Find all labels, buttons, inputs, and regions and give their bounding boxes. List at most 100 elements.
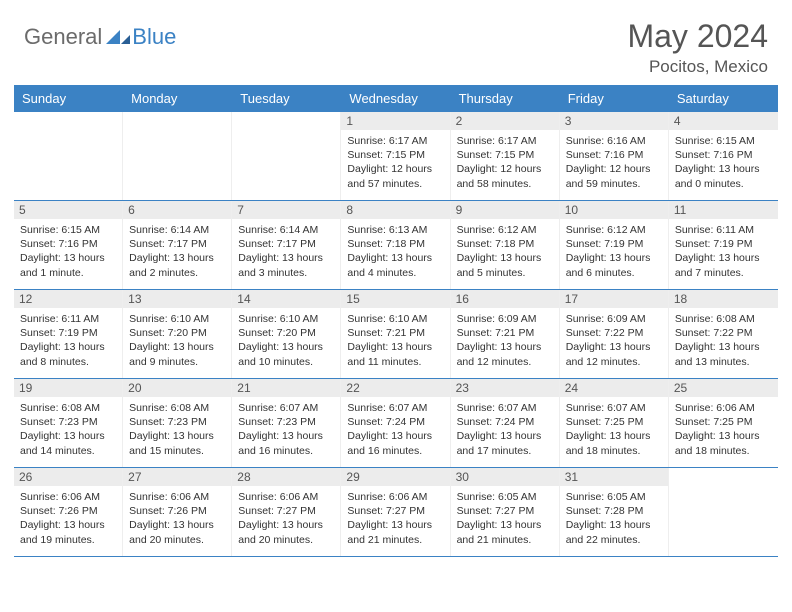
weekday-sun: Sunday <box>14 85 123 112</box>
sunrise-text: Sunrise: 6:11 AM <box>675 223 772 237</box>
sunset-text: Sunset: 7:18 PM <box>347 237 443 251</box>
sunset-text: Sunset: 7:18 PM <box>457 237 553 251</box>
week-row: 26Sunrise: 6:06 AMSunset: 7:26 PMDayligh… <box>14 468 778 557</box>
sunset-text: Sunset: 7:19 PM <box>566 237 662 251</box>
sunrise-text: Sunrise: 6:11 AM <box>20 312 116 326</box>
logo-text-blue: Blue <box>132 24 176 50</box>
day-number: 27 <box>123 468 231 486</box>
sunrise-text: Sunrise: 6:06 AM <box>238 490 334 504</box>
sunrise-text: Sunrise: 6:05 AM <box>457 490 553 504</box>
day-cell: 1 Sunrise: 6:17 AMSunset: 7:15 PMDaylight… <box>341 112 450 200</box>
sunset-text: Sunset: 7:20 PM <box>238 326 334 340</box>
week-row: 1Sunrise: 6:17 AMSunset: 7:15 PMDaylight… <box>14 112 778 201</box>
sunset-text: Sunset: 7:27 PM <box>238 504 334 518</box>
sunrise-text: Sunrise: 6:10 AM <box>238 312 334 326</box>
sunset-text: Sunset: 7:21 PM <box>457 326 553 340</box>
day-info: Sunrise: 6:05 AMSunset: 7:28 PMDaylight:… <box>566 490 662 547</box>
sunrise-text: Sunrise: 6:16 AM <box>566 134 662 148</box>
daylight-text: Daylight: 13 hours and 2 minutes. <box>129 251 225 279</box>
sunrise-text: Sunrise: 6:13 AM <box>347 223 443 237</box>
daylight-text: Daylight: 13 hours and 11 minutes. <box>347 340 443 368</box>
day-cell: 16Sunrise: 6:09 AMSunset: 7:21 PMDayligh… <box>451 290 560 378</box>
day-cell <box>669 468 778 556</box>
day-info: Sunrise: 6:06 AMSunset: 7:27 PMDaylight:… <box>347 490 443 547</box>
day-number: 7 <box>232 201 340 219</box>
day-cell <box>14 112 123 200</box>
sunrise-text: Sunrise: 6:05 AM <box>566 490 662 504</box>
sunrise-text: Sunrise: 6:17 AM <box>347 134 443 148</box>
sunrise-text: Sunrise: 6:10 AM <box>129 312 225 326</box>
daylight-text: Daylight: 13 hours and 16 minutes. <box>238 429 334 457</box>
day-cell: 13 Sunrise: 6:10 AMSunset: 7:20 PMDayligh… <box>123 290 232 378</box>
sunrise-text: Sunrise: 6:07 AM <box>347 401 443 415</box>
day-cell: 24 Sunrise: 6:07 AMSunset: 7:25 PMDayligh… <box>560 379 669 467</box>
weekday-header-row: Sunday Monday Tuesday Wednesday Thursday… <box>14 85 778 112</box>
sunrise-text: Sunrise: 6:09 AM <box>566 312 662 326</box>
day-number: 23 <box>451 379 559 397</box>
day-cell: 4Sunrise: 6:15 AMSunset: 7:16 PMDaylight… <box>669 112 778 200</box>
sunset-text: Sunset: 7:23 PM <box>129 415 225 429</box>
day-info: Sunrise: 6:09 AMSunset: 7:21 PMDaylight:… <box>457 312 553 369</box>
day-cell: 25Sunrise: 6:06 AMSunset: 7:25 PMDayligh… <box>669 379 778 467</box>
day-info: Sunrise: 6:07 AMSunset: 7:23 PMDaylight:… <box>238 401 334 458</box>
sunrise-text: Sunrise: 6:12 AM <box>457 223 553 237</box>
sunset-text: Sunset: 7:24 PM <box>457 415 553 429</box>
daylight-text: Daylight: 12 hours and 58 minutes. <box>457 162 553 190</box>
sunset-text: Sunset: 7:17 PM <box>238 237 334 251</box>
sunrise-text: Sunrise: 6:10 AM <box>347 312 443 326</box>
day-cell: 20Sunrise: 6:08 AMSunset: 7:23 PMDayligh… <box>123 379 232 467</box>
day-cell: 5Sunrise: 6:15 AMSunset: 7:16 PMDaylight… <box>14 201 123 289</box>
day-info: Sunrise: 6:07 AMSunset: 7:25 PMDaylight:… <box>566 401 662 458</box>
sunrise-text: Sunrise: 6:06 AM <box>347 490 443 504</box>
daylight-text: Daylight: 13 hours and 9 minutes. <box>129 340 225 368</box>
daylight-text: Daylight: 13 hours and 0 minutes. <box>675 162 772 190</box>
weekday-wed: Wednesday <box>341 85 450 112</box>
day-cell <box>123 112 232 200</box>
sunrise-text: Sunrise: 6:08 AM <box>675 312 772 326</box>
daylight-text: Daylight: 13 hours and 6 minutes. <box>566 251 662 279</box>
day-info: Sunrise: 6:15 AMSunset: 7:16 PMDaylight:… <box>20 223 116 280</box>
day-cell: 9Sunrise: 6:12 AMSunset: 7:18 PMDaylight… <box>451 201 560 289</box>
sunrise-text: Sunrise: 6:08 AM <box>129 401 225 415</box>
sunset-text: Sunset: 7:22 PM <box>566 326 662 340</box>
day-number: 25 <box>669 379 778 397</box>
day-cell <box>232 112 341 200</box>
day-number: 1 <box>341 112 449 130</box>
day-number: 4 <box>669 112 778 130</box>
day-info: Sunrise: 6:11 AMSunset: 7:19 PMDaylight:… <box>20 312 116 369</box>
sunset-text: Sunset: 7:19 PM <box>20 326 116 340</box>
sunset-text: Sunset: 7:25 PM <box>566 415 662 429</box>
day-cell: 22Sunrise: 6:07 AMSunset: 7:24 PMDayligh… <box>341 379 450 467</box>
sunrise-text: Sunrise: 6:08 AM <box>20 401 116 415</box>
day-number: 12 <box>14 290 122 308</box>
week-row: 5Sunrise: 6:15 AMSunset: 7:16 PMDaylight… <box>14 201 778 290</box>
daylight-text: Daylight: 13 hours and 20 minutes. <box>129 518 225 546</box>
day-number: 9 <box>451 201 559 219</box>
day-cell: 14Sunrise: 6:10 AMSunset: 7:20 PMDayligh… <box>232 290 341 378</box>
daylight-text: Daylight: 13 hours and 19 minutes. <box>20 518 116 546</box>
sunset-text: Sunset: 7:15 PM <box>347 148 443 162</box>
page-title: May 2024 <box>627 18 768 55</box>
daylight-text: Daylight: 13 hours and 4 minutes. <box>347 251 443 279</box>
day-number: 24 <box>560 379 668 397</box>
day-info: Sunrise: 6:06 AMSunset: 7:26 PMDaylight:… <box>129 490 225 547</box>
day-info: Sunrise: 6:17 AMSunset: 7:15 PMDaylight:… <box>347 134 443 191</box>
day-number: 3 <box>560 112 668 130</box>
sunrise-text: Sunrise: 6:06 AM <box>129 490 225 504</box>
daylight-text: Daylight: 13 hours and 12 minutes. <box>457 340 553 368</box>
weekday-mon: Monday <box>123 85 232 112</box>
sunset-text: Sunset: 7:26 PM <box>129 504 225 518</box>
sunset-text: Sunset: 7:20 PM <box>129 326 225 340</box>
day-info: Sunrise: 6:07 AMSunset: 7:24 PMDaylight:… <box>457 401 553 458</box>
sunset-text: Sunset: 7:28 PM <box>566 504 662 518</box>
sunrise-text: Sunrise: 6:06 AM <box>20 490 116 504</box>
daylight-text: Daylight: 13 hours and 12 minutes. <box>566 340 662 368</box>
day-number: 13 <box>123 290 231 308</box>
day-number: 2 <box>451 112 559 130</box>
day-number: 15 <box>341 290 449 308</box>
day-info: Sunrise: 6:06 AMSunset: 7:27 PMDaylight:… <box>238 490 334 547</box>
sunrise-text: Sunrise: 6:15 AM <box>675 134 772 148</box>
week-row: 19Sunrise: 6:08 AMSunset: 7:23 PMDayligh… <box>14 379 778 468</box>
weekday-tue: Tuesday <box>232 85 341 112</box>
day-number: 8 <box>341 201 449 219</box>
